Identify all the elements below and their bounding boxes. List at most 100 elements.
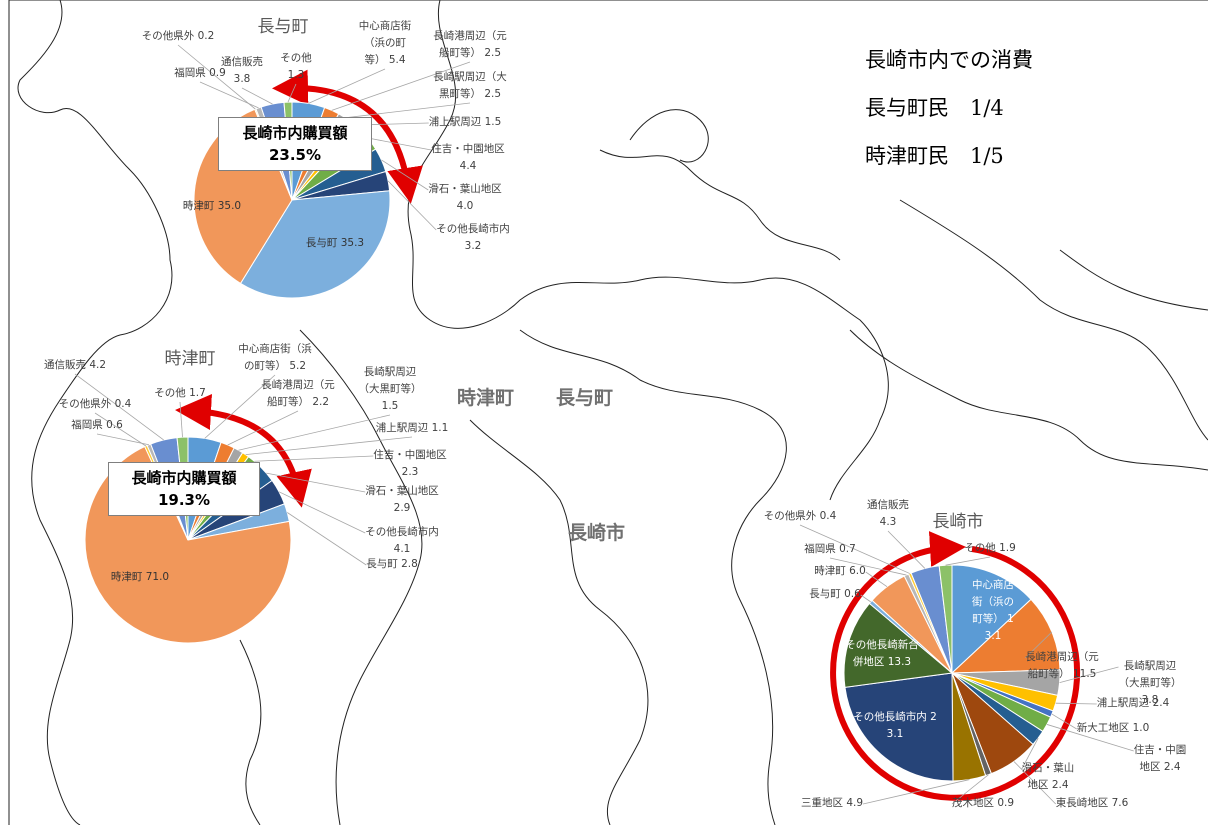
leader-line — [238, 414, 391, 451]
data-label: その他県外 0.2 — [142, 28, 215, 45]
category-label: 茂木地区 — [951, 797, 994, 809]
leader-line — [287, 512, 367, 566]
leader-line — [266, 472, 366, 493]
category-label: 福岡県 — [71, 419, 103, 431]
leader-line — [345, 102, 471, 119]
value-label: 0.2 — [197, 30, 215, 42]
data-label: その他長崎市内 3.2 — [436, 221, 510, 255]
value-label: 2.9 — [393, 502, 411, 514]
category-label: 住吉・中園地区 — [1133, 744, 1187, 773]
leader-line — [387, 180, 437, 231]
leader-line — [381, 159, 429, 191]
data-label: その他 1.3 — [280, 50, 312, 84]
data-label: 長与町 2.8 — [366, 556, 418, 573]
arrow — [175, 394, 312, 508]
data-label: 浦上駅周辺 1.5 — [429, 114, 502, 131]
data-label: その他長崎市内 23.1 — [853, 709, 937, 743]
value-label: 2.5 — [484, 88, 502, 100]
data-label: 時津町 71.0 — [111, 569, 169, 586]
value-label: 4.2 — [89, 359, 107, 371]
value-label: 0.6 — [844, 588, 861, 600]
coast — [239, 639, 262, 825]
value-label: 2.3 — [401, 466, 419, 478]
data-label: 住吉・中園地区 2.3 — [373, 447, 447, 481]
leader-line — [204, 374, 276, 439]
leader-line — [74, 373, 164, 441]
data-label: 三重地区 4.9 — [801, 795, 863, 812]
value-label: 4.3 — [879, 516, 897, 528]
category-label: 長崎駅周辺（大黒町等） — [1118, 660, 1182, 689]
value-label: 6.0 — [849, 565, 866, 577]
leader-line — [245, 436, 413, 456]
category-label: 長与町 — [305, 237, 338, 249]
data-label: 福岡県 0.9 — [174, 65, 226, 82]
category-label: その他長崎市内 — [436, 223, 510, 235]
category-label: 長崎港周辺（元船町等） — [1025, 651, 1099, 680]
value-label: 5.4 — [388, 54, 406, 66]
category-label: 福岡県 — [804, 543, 836, 555]
data-label: 中心商店街（浜の町等） 5.2 — [238, 341, 312, 375]
callout: 長崎市内購買額 23.5% — [218, 117, 372, 171]
data-label: 長崎港周辺（元船町等） 11.5 — [1025, 649, 1099, 683]
category-label: 浦上駅周辺 — [428, 116, 482, 128]
callout-label: 長崎市内購買額 — [242, 124, 348, 142]
data-label: 長崎港周辺（元船町等） 2.5 — [433, 28, 507, 62]
leader-line — [1055, 702, 1097, 705]
category-label: 中心商店街（浜の町等） — [972, 579, 1014, 625]
category-label: 長与町 — [809, 588, 841, 600]
value-label: 2.8 — [401, 558, 418, 570]
value-label: 3.2 — [464, 240, 482, 252]
pie-slice — [239, 190, 391, 299]
value-label: 2.4 — [1051, 779, 1069, 791]
value-label: 5.2 — [289, 360, 307, 372]
data-label: 中心商店街（浜の町等） 5.4 — [359, 18, 412, 69]
data-label: 福岡県 0.7 — [804, 541, 856, 558]
category-label: 滑石・葉山地区 — [428, 183, 502, 195]
leader-line — [887, 530, 926, 569]
leader-line — [177, 44, 256, 110]
data-label: その他 1.7 — [154, 385, 206, 402]
value-label: 1.7 — [189, 387, 206, 399]
callout-value: 23.5% — [268, 146, 322, 164]
arrows — [175, 69, 1081, 801]
value-label: 23.1 — [886, 711, 937, 740]
arrow — [272, 69, 423, 204]
leader-line — [862, 779, 970, 805]
data-label: 長与町 0.6 — [809, 586, 861, 603]
leader-line — [199, 81, 259, 109]
value-label: 3.8 — [233, 73, 251, 85]
leader-line — [331, 61, 471, 111]
value-label: 35.0 — [217, 200, 242, 212]
leader-line — [829, 557, 907, 576]
data-label: 新大工地区 1.0 — [1077, 720, 1150, 737]
pie-title: 長崎市 — [932, 512, 984, 532]
data-label: 浦上駅周辺 2.4 — [1097, 695, 1170, 712]
value-label: 3.8 — [1141, 694, 1159, 706]
category-label: その他 — [154, 387, 186, 399]
coast — [849, 329, 1208, 471]
coast — [469, 419, 649, 825]
category-label: 三重地区 — [800, 797, 843, 809]
value-label: 1.1 — [431, 422, 449, 434]
category-label: 福岡県 — [174, 67, 206, 79]
data-label: 通信販売 4.3 — [867, 497, 909, 531]
value-label: 4.4 — [459, 160, 477, 172]
map-label: 時津町 — [457, 387, 515, 409]
category-label: 住吉・中園地区 — [431, 143, 505, 155]
data-label: 長与町 35.3 — [306, 235, 364, 252]
value-label: 0.9 — [997, 797, 1015, 809]
category-label: 通信販売 — [43, 359, 86, 371]
leader-line — [1024, 631, 1053, 659]
data-label: その他県外 0.4 — [764, 508, 837, 525]
category-label: 通信販売 — [867, 499, 909, 511]
category-label: 滑石・葉山地区 — [365, 485, 439, 497]
data-label: 茂木地区 0.9 — [952, 795, 1014, 812]
value-label: 1.3 — [287, 69, 305, 81]
leader-line — [227, 410, 299, 446]
callout-label: 長崎市内購買額 — [131, 469, 237, 487]
data-label: 滑石・葉山地区 2.4 — [1022, 760, 1075, 794]
value-label: 71.0 — [145, 571, 170, 583]
data-label: 通信販売 3.8 — [221, 54, 263, 88]
leader-line — [287, 83, 297, 103]
